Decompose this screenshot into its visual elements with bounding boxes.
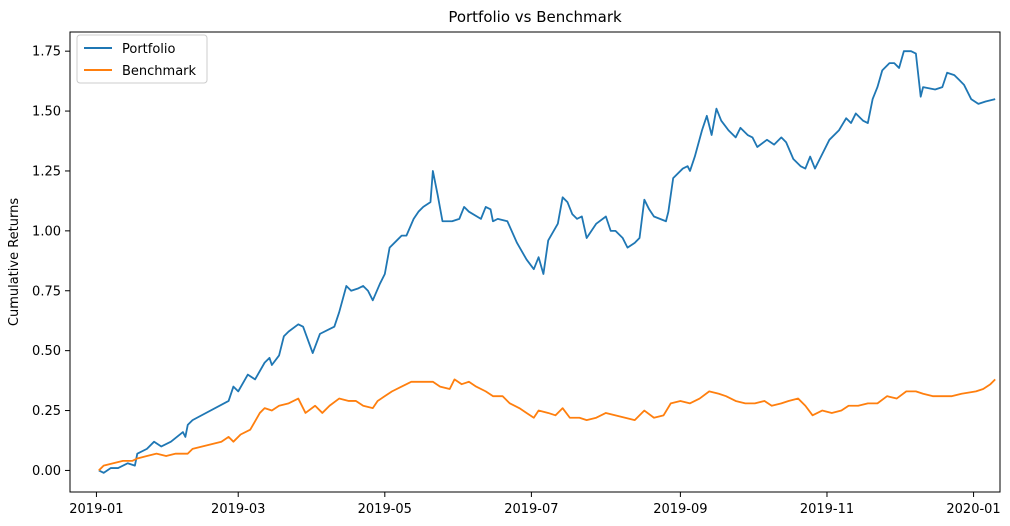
legend-label-benchmark: Benchmark [122, 64, 197, 79]
x-tick-label: 2019-01 [69, 502, 123, 517]
x-tick-label: 2019-05 [358, 502, 412, 517]
x-tick-label: 2019-07 [504, 502, 558, 517]
y-tick-label: 0.25 [32, 404, 61, 419]
y-axis-label: Cumulative Returns [7, 198, 22, 326]
y-tick-label: 0.75 [32, 284, 61, 299]
plot-background [70, 32, 1000, 492]
y-tick-label: 1.00 [32, 224, 61, 239]
legend: Portfolio Benchmark [76, 34, 208, 84]
x-tick-label: 2019-11 [800, 502, 854, 517]
x-tick-label: 2019-03 [211, 502, 265, 517]
chart-title: Portfolio vs Benchmark [448, 8, 622, 26]
y-tick-label: 1.50 [32, 105, 61, 120]
y-tick-label: 1.25 [32, 164, 61, 179]
series-layer [98, 50, 996, 474]
x-axis: 2019-01 2019-03 2019-05 2019-07 2019-09 2019-… [69, 492, 1001, 517]
series-line-benchmark [98, 378, 996, 472]
y-tick-label: 1.75 [32, 45, 61, 60]
plot-frame [69, 31, 1001, 493]
legend-label-portfolio: Portfolio [122, 42, 176, 57]
y-axis: 0.00 0.25 0.50 0.75 1.00 1.25 1.50 1.75 [32, 45, 70, 479]
x-tick-label: 2020-01 [946, 502, 1000, 517]
x-tick-label: 2019-09 [653, 502, 707, 517]
y-tick-label: 0.50 [32, 344, 61, 359]
series-line-portfolio [98, 50, 996, 474]
plot-area [69, 31, 1001, 493]
y-tick-label: 0.00 [32, 464, 61, 479]
